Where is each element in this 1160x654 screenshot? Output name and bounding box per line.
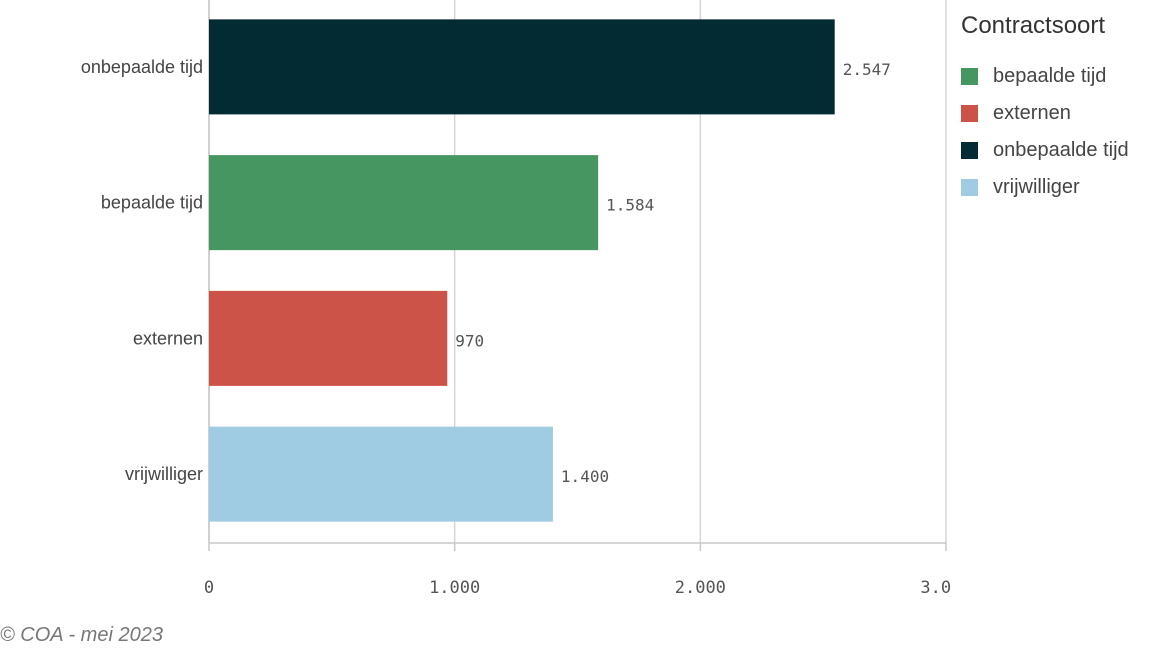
bar bbox=[209, 290, 448, 386]
legend-label: externen bbox=[993, 101, 1071, 124]
bar bbox=[209, 426, 553, 522]
copyright-footer: © COA - mei 2023 bbox=[0, 624, 163, 646]
data-label: 970 bbox=[455, 331, 484, 350]
data-label: 2.547 bbox=[843, 60, 891, 79]
legend-item[interactable]: onbepaalde tijd bbox=[961, 138, 1129, 162]
x-tick-label: 2.000 bbox=[675, 578, 726, 598]
legend-swatch bbox=[961, 104, 978, 122]
x-tick-label: 3.000 bbox=[920, 578, 950, 598]
legend-label: onbepaalde tijd bbox=[993, 138, 1129, 161]
bar bbox=[209, 19, 835, 115]
legend-item[interactable]: bepaalde tijd bbox=[961, 64, 1106, 88]
bar-chart: 0 1.000 2.000 3.000 onbepaalde tijd 2.547 bepa… bbox=[81, 0, 950, 598]
legend-title: Contractsoort bbox=[961, 12, 1106, 39]
x-tick-label: 0 bbox=[204, 578, 214, 598]
legend-label: vrijwilliger bbox=[993, 175, 1080, 198]
data-label: 1.400 bbox=[561, 467, 609, 486]
category-label: onbepaalde tijd bbox=[81, 57, 203, 77]
category-label: bepaalde tijd bbox=[101, 193, 203, 213]
x-tick-label: 1.000 bbox=[429, 578, 480, 598]
bar bbox=[209, 155, 599, 251]
category-label: externen bbox=[133, 328, 203, 348]
legend-item[interactable]: vrijwilliger bbox=[961, 175, 1080, 199]
legend-swatch bbox=[961, 178, 978, 196]
data-label: 1.584 bbox=[606, 196, 654, 215]
category-label: vrijwilliger bbox=[125, 464, 203, 484]
legend-swatch bbox=[961, 141, 978, 159]
legend-swatch bbox=[961, 67, 978, 85]
legend-label: bepaalde tijd bbox=[993, 64, 1107, 87]
legend-item[interactable]: externen bbox=[961, 101, 1071, 125]
